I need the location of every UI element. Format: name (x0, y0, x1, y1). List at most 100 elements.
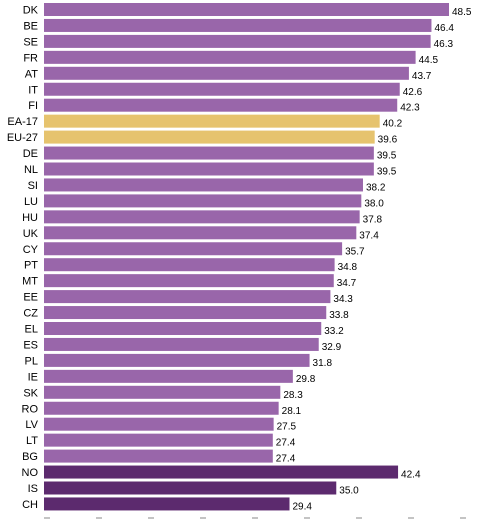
bar-es (44, 337, 319, 351)
bar-cy (44, 242, 343, 256)
bar-ie (44, 369, 293, 383)
category-label-is: IS (28, 483, 38, 495)
category-label-nl: NL (24, 164, 38, 176)
category-label-fi: FI (28, 100, 38, 112)
bar-no (44, 465, 399, 479)
category-label-it: IT (28, 84, 38, 96)
bar-fi (44, 98, 398, 112)
value-label-el: 33.2 (324, 326, 344, 337)
bar-ea-17 (44, 114, 380, 128)
value-label-bg: 27.4 (276, 454, 296, 465)
category-label-fr: FR (23, 52, 38, 64)
value-label-fi: 42.3 (400, 103, 420, 114)
value-label-ee: 34.3 (333, 294, 353, 305)
category-label-ro: RO (22, 403, 39, 415)
value-label-lu: 38.0 (364, 198, 384, 209)
category-label-sk: SK (23, 387, 38, 399)
value-label-es: 32.9 (322, 342, 342, 353)
category-label-uk: UK (23, 228, 39, 240)
bar-it (44, 82, 400, 96)
category-label-lt: LT (26, 435, 38, 447)
bar-fr (44, 50, 416, 64)
bar-lv (44, 417, 274, 431)
bar-be (44, 18, 432, 32)
category-label-at: AT (25, 68, 39, 80)
bar-pl (44, 353, 310, 367)
value-label-ch: 29.4 (293, 501, 313, 512)
bar-cz (44, 306, 327, 320)
bar-eu-27 (44, 130, 375, 144)
bar-dk (44, 3, 449, 16)
category-label-cz: CZ (23, 308, 38, 320)
value-label-is: 35.0 (339, 486, 359, 497)
value-label-ie: 29.8 (296, 374, 316, 385)
category-label-eu-27: EU-27 (7, 132, 38, 144)
value-label-uk: 37.4 (359, 230, 379, 241)
bar-de (44, 146, 374, 160)
category-label-pt: PT (24, 260, 38, 272)
category-label-se: SE (23, 36, 38, 48)
category-label-de: DE (23, 148, 38, 160)
bar-bg (44, 449, 273, 463)
bar-uk (44, 226, 357, 240)
bar-lt (44, 433, 273, 447)
category-label-es: ES (23, 339, 38, 351)
value-label-cz: 33.8 (329, 310, 349, 321)
value-label-fr: 44.5 (419, 55, 439, 66)
bar-pt (44, 258, 335, 272)
bar-ee (44, 290, 331, 304)
value-label-ea-17: 40.2 (383, 119, 403, 130)
value-label-eu-27: 39.6 (378, 135, 398, 146)
value-label-be: 46.4 (434, 23, 454, 34)
value-label-nl: 39.5 (377, 167, 397, 178)
value-label-at: 43.7 (412, 71, 432, 82)
category-label-el: EL (25, 324, 38, 336)
value-label-cy: 35.7 (345, 246, 365, 257)
category-label-lv: LV (25, 419, 38, 431)
bar-nl (44, 162, 374, 176)
value-label-it: 42.6 (403, 87, 423, 98)
value-label-lv: 27.5 (277, 422, 297, 433)
value-label-de: 39.5 (377, 151, 397, 162)
category-label-mt: MT (22, 276, 38, 288)
value-label-se: 46.3 (434, 39, 454, 50)
category-label-ch: CH (22, 499, 38, 511)
bar-el (44, 322, 322, 335)
value-label-ro: 28.1 (282, 406, 302, 417)
category-label-hu: HU (22, 212, 38, 224)
bar-si (44, 178, 363, 192)
value-label-pl: 31.8 (313, 358, 333, 369)
value-label-hu: 37.8 (363, 214, 383, 225)
value-label-no: 42.4 (401, 470, 421, 481)
value-label-lt: 27.4 (276, 438, 296, 449)
category-label-pl: PL (25, 355, 38, 367)
category-label-no: NO (22, 467, 39, 479)
value-label-si: 38.2 (366, 182, 386, 193)
bar-at (44, 66, 409, 80)
category-label-cy: CY (23, 244, 39, 256)
value-label-sk: 28.3 (283, 390, 303, 401)
category-label-dk: DK (23, 5, 39, 17)
category-label-bg: BG (22, 451, 38, 463)
bar-sk (44, 385, 281, 399)
bars-group (44, 3, 449, 511)
bar-mt (44, 274, 334, 288)
bar-lu (44, 194, 362, 208)
category-label-ea-17: EA-17 (7, 116, 38, 128)
value-labels: 48.5 46.4 46.3 44.5 43.7 42.6 42.3 40.2 39.6 39.5… (276, 7, 472, 512)
category-label-ie: IE (28, 371, 38, 383)
bar-ro (44, 401, 279, 415)
category-label-be: BE (23, 20, 38, 32)
bar-ch (44, 497, 290, 511)
category-label-ee: EE (23, 292, 38, 304)
value-label-pt: 34.8 (338, 262, 358, 273)
category-label-si: SI (28, 180, 38, 192)
value-label-dk: 48.5 (452, 7, 472, 18)
category-label-lu: LU (24, 196, 38, 208)
value-label-mt: 34.7 (337, 278, 357, 289)
category-labels: DK BE SE FR AT IT FI EA-17 EU-27 DE NL SI LU HU UK CY PT… (7, 5, 39, 511)
bar-se (44, 34, 431, 48)
bar-hu (44, 210, 360, 224)
bar-is (44, 481, 337, 495)
